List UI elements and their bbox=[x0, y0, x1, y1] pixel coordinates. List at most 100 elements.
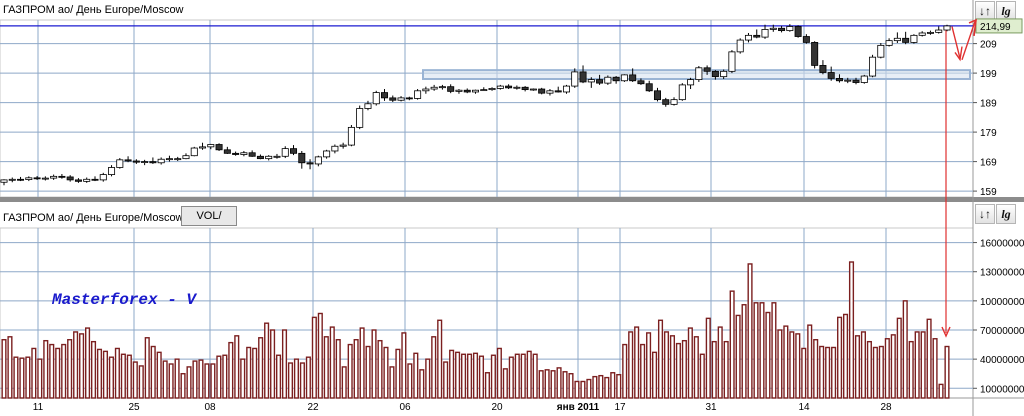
volume-bar bbox=[461, 353, 467, 399]
candle-down bbox=[703, 67, 711, 72]
volume-bar bbox=[944, 345, 950, 399]
arrow-head bbox=[954, 46, 963, 62]
candle-down bbox=[389, 97, 397, 101]
candle-down bbox=[124, 159, 132, 162]
volume-bar bbox=[813, 339, 819, 399]
candle-down bbox=[132, 160, 140, 163]
candle-up bbox=[323, 150, 331, 158]
volume-bar bbox=[711, 340, 717, 399]
candle-up bbox=[720, 70, 728, 78]
candle-up bbox=[0, 179, 8, 183]
volume-bar bbox=[90, 340, 97, 399]
candle-down bbox=[653, 90, 661, 101]
volume-bar bbox=[204, 363, 210, 399]
x-tick-label: 17 bbox=[614, 402, 626, 413]
volume-bar bbox=[395, 348, 401, 399]
volume-bar bbox=[681, 339, 687, 399]
volume-bar bbox=[556, 367, 562, 399]
volume-bar bbox=[723, 340, 729, 399]
candle-up bbox=[620, 74, 628, 82]
volume-bar bbox=[538, 370, 544, 399]
volume-bar bbox=[866, 340, 872, 399]
volume-bar bbox=[771, 302, 777, 399]
candle-up bbox=[769, 27, 777, 30]
volume-bar bbox=[425, 358, 431, 399]
watermark-text: Masterforex - V bbox=[51, 291, 197, 309]
candle-up bbox=[918, 32, 926, 36]
candle-up bbox=[877, 44, 885, 58]
candle-up bbox=[546, 90, 554, 94]
candle-up bbox=[480, 89, 488, 92]
volume-bar bbox=[807, 324, 813, 399]
candle-up bbox=[869, 56, 877, 77]
candle-up bbox=[8, 178, 16, 181]
volume-bar bbox=[616, 373, 622, 399]
candle-down bbox=[629, 74, 637, 82]
volume-bar bbox=[508, 356, 514, 399]
volume-bar bbox=[31, 347, 37, 399]
volume-bar bbox=[299, 362, 305, 399]
candle-up bbox=[25, 177, 33, 180]
volume-bar bbox=[371, 329, 377, 399]
candle-down bbox=[248, 152, 256, 157]
volume-bar bbox=[652, 351, 658, 399]
volume-bar bbox=[55, 347, 61, 399]
price-plot-area bbox=[0, 19, 974, 198]
candle-up bbox=[83, 178, 91, 182]
candle-up bbox=[50, 175, 58, 179]
candle-up bbox=[430, 86, 438, 90]
volume-bar bbox=[216, 355, 222, 399]
arrow-head bbox=[968, 18, 977, 37]
candle-up bbox=[273, 155, 281, 158]
volume-bar bbox=[150, 345, 156, 399]
candle-up bbox=[331, 145, 339, 152]
last-price-label: 214,99 bbox=[980, 22, 1011, 33]
y-tick-label: 189 bbox=[980, 99, 997, 110]
panel-splitter[interactable] bbox=[0, 197, 1024, 202]
candle-up bbox=[199, 146, 207, 149]
volume-bar bbox=[466, 353, 473, 399]
volume-bar bbox=[335, 339, 341, 399]
double-arrow-icon: ↓↑ bbox=[979, 207, 991, 221]
candle-down bbox=[802, 36, 810, 43]
volume-bar bbox=[341, 366, 347, 399]
candle-up bbox=[670, 99, 678, 105]
volume-bar bbox=[246, 346, 252, 399]
autoscale-button-bottom[interactable]: ↓↑ bbox=[975, 204, 995, 224]
volume-bar bbox=[317, 312, 323, 399]
candle-down bbox=[17, 178, 25, 181]
candle-down bbox=[33, 177, 41, 180]
candle-down bbox=[215, 144, 223, 151]
x-tick-label: 20 bbox=[491, 402, 503, 413]
y-tick-label: 70000000 bbox=[980, 326, 1024, 337]
candle-down bbox=[381, 92, 389, 99]
candle-up bbox=[364, 103, 372, 109]
volume-bar bbox=[377, 339, 383, 399]
volume-bar bbox=[222, 354, 228, 399]
candle-up bbox=[356, 108, 364, 128]
candle-down bbox=[256, 155, 264, 160]
volume-bar bbox=[842, 313, 849, 399]
volume-bar bbox=[646, 332, 652, 399]
candle-down bbox=[74, 179, 82, 182]
volume-bar bbox=[472, 352, 479, 399]
log-scale-button-bottom[interactable]: lg bbox=[996, 204, 1016, 224]
candle-up bbox=[935, 29, 943, 33]
candle-up bbox=[786, 26, 794, 32]
volume-bar bbox=[783, 325, 789, 399]
x-tick-label: 08 bbox=[204, 402, 216, 413]
volume-bar bbox=[932, 338, 938, 399]
volume-bar bbox=[860, 331, 866, 399]
x-tick-label: 11 bbox=[33, 402, 44, 413]
candle-up bbox=[529, 88, 537, 91]
volume-bar bbox=[490, 354, 496, 399]
candle-down bbox=[232, 152, 240, 155]
candle-up bbox=[190, 147, 198, 157]
arrow-head bbox=[941, 326, 951, 338]
candle-up bbox=[678, 84, 686, 101]
indicator-vol-button[interactable]: VOL/ bbox=[181, 206, 237, 226]
candle-up bbox=[736, 39, 744, 53]
candle-up bbox=[571, 71, 579, 87]
y-tick-label: 100000000 bbox=[980, 297, 1024, 308]
